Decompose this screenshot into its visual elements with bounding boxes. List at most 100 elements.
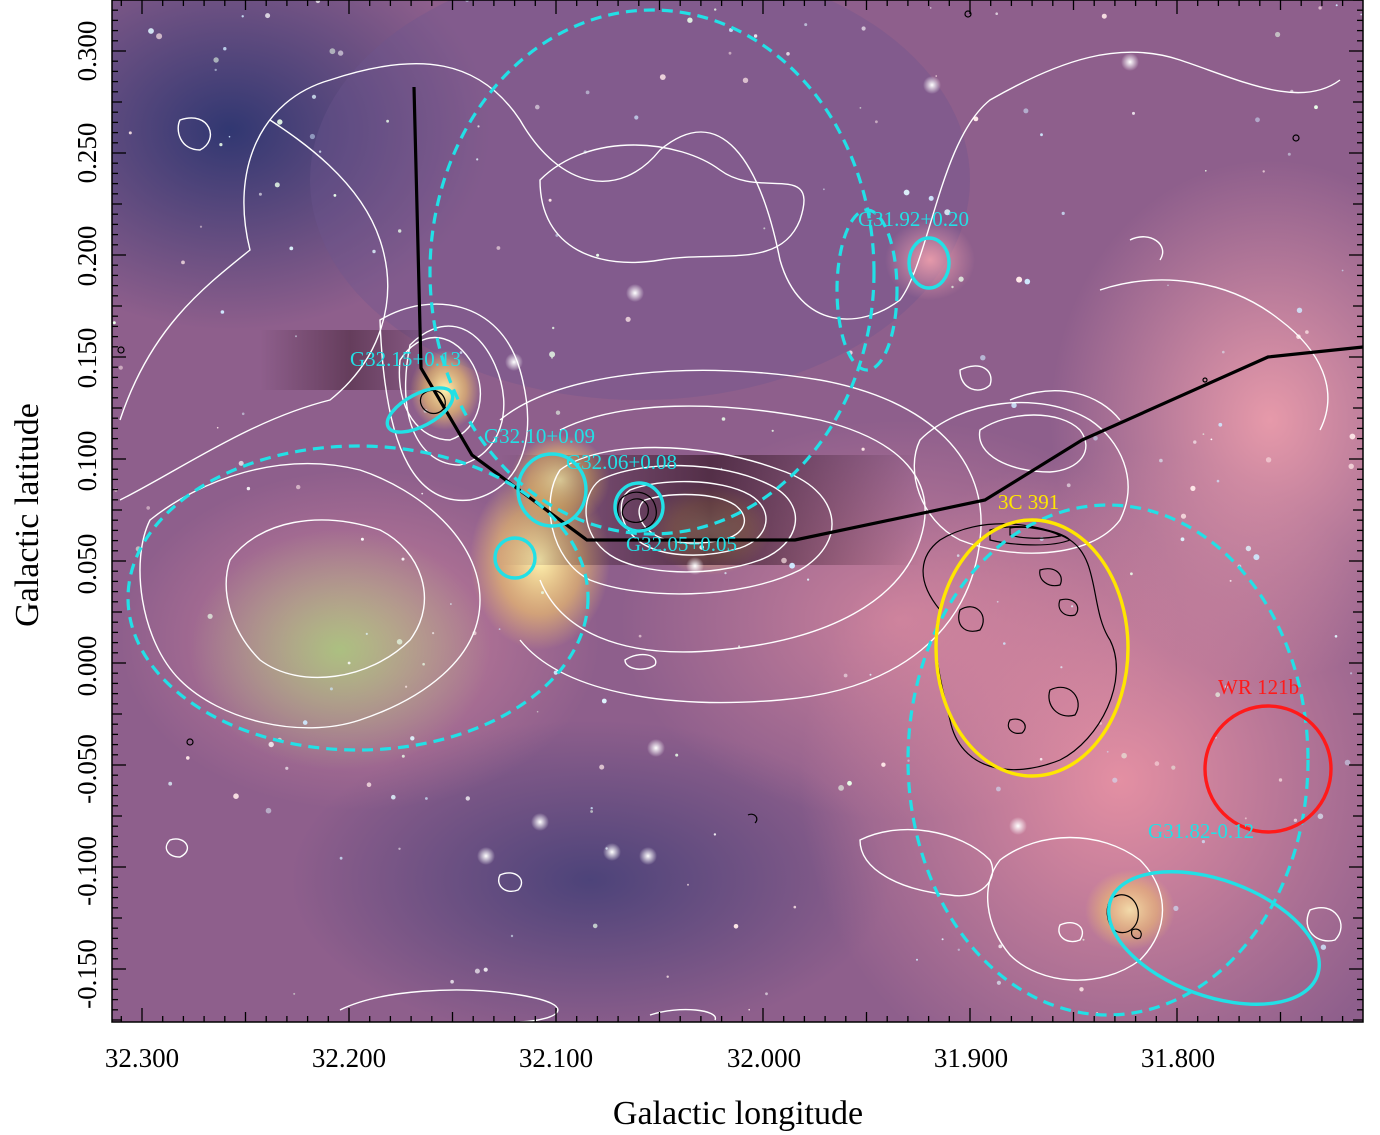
star <box>675 753 679 757</box>
star <box>1071 605 1074 608</box>
star <box>1262 170 1265 173</box>
label-g3215: G32.15+0.13 <box>350 347 461 371</box>
star <box>1193 440 1197 444</box>
region-g3192 <box>907 236 951 290</box>
star <box>1348 463 1354 469</box>
star <box>599 764 605 770</box>
star <box>386 119 389 123</box>
star <box>951 285 954 289</box>
bright-star <box>603 843 621 861</box>
star <box>793 905 797 909</box>
star <box>1344 759 1351 766</box>
star <box>590 807 593 810</box>
star <box>329 687 333 691</box>
star <box>881 762 886 767</box>
star <box>365 632 368 636</box>
bright-star <box>505 353 523 371</box>
star <box>1190 485 1196 491</box>
star <box>659 74 666 80</box>
star <box>118 365 123 370</box>
star <box>1202 433 1205 435</box>
star <box>1132 111 1135 115</box>
star <box>1305 330 1309 334</box>
y-tick-label: 0.250 <box>72 123 102 184</box>
star <box>1003 642 1006 645</box>
star <box>980 355 986 361</box>
star <box>329 48 336 55</box>
bright-star <box>923 76 941 94</box>
star <box>421 492 424 495</box>
star <box>311 94 317 99</box>
star <box>337 50 344 56</box>
star <box>1215 692 1221 698</box>
x-tick-label: 31.800 <box>1141 1043 1215 1073</box>
star <box>168 781 173 786</box>
y-tick-label: -0.150 <box>72 939 102 1009</box>
star <box>875 120 878 124</box>
star <box>274 182 280 188</box>
x-tick-label: 32.000 <box>727 1043 801 1073</box>
wr121b-circle <box>1203 704 1333 834</box>
star <box>241 15 244 18</box>
y-axis-title: Galactic latitude <box>9 403 46 627</box>
star <box>929 7 932 9</box>
star <box>1360 13 1363 16</box>
x-tick-label: 31.900 <box>934 1043 1008 1073</box>
star <box>241 412 245 416</box>
star <box>935 75 937 77</box>
star <box>995 12 998 15</box>
star <box>666 975 669 978</box>
star <box>1244 817 1247 820</box>
label-g3205: G32.05+0.05 <box>626 532 737 556</box>
star <box>295 335 297 338</box>
annotations: G32.15+0.13 G32.10+0.09 G32.06+0.08 G32.… <box>350 207 1299 843</box>
star <box>1101 13 1107 19</box>
star <box>228 135 231 138</box>
star <box>1320 944 1327 950</box>
axis-ticks <box>112 0 1363 1022</box>
star <box>916 958 918 961</box>
star <box>1121 752 1127 759</box>
star <box>748 1008 750 1011</box>
star <box>268 741 274 748</box>
star <box>592 923 598 929</box>
star <box>1180 513 1187 519</box>
x-tick-label: 32.100 <box>519 1043 593 1073</box>
star <box>474 968 480 974</box>
star <box>128 131 132 135</box>
star <box>207 613 213 619</box>
star <box>861 447 865 451</box>
y-tick-label: 0.300 <box>72 21 102 82</box>
star <box>318 150 322 153</box>
region-small-circle <box>493 536 537 580</box>
star <box>199 225 203 228</box>
star <box>548 198 552 202</box>
label-g3192: G31.92+0.20 <box>858 207 969 231</box>
star <box>847 780 852 786</box>
label-g3210: G32.10+0.09 <box>484 424 595 448</box>
star <box>907 759 910 762</box>
star <box>590 810 593 813</box>
star <box>1253 554 1260 561</box>
star <box>398 847 401 850</box>
star <box>713 833 717 836</box>
star <box>625 316 631 322</box>
star <box>401 754 405 758</box>
star <box>372 249 376 254</box>
star <box>1106 750 1109 753</box>
star <box>181 260 185 265</box>
star <box>724 572 727 575</box>
star <box>1039 757 1043 761</box>
star <box>148 28 154 34</box>
star <box>425 797 428 800</box>
bright-star <box>1009 817 1027 835</box>
star <box>1173 905 1179 912</box>
star <box>1079 987 1084 992</box>
star <box>315 0 321 4</box>
star <box>1011 402 1017 408</box>
y-tick-label: 0.000 <box>72 636 102 697</box>
star <box>555 410 561 415</box>
star <box>146 506 150 510</box>
star <box>223 47 227 51</box>
star <box>903 189 910 196</box>
